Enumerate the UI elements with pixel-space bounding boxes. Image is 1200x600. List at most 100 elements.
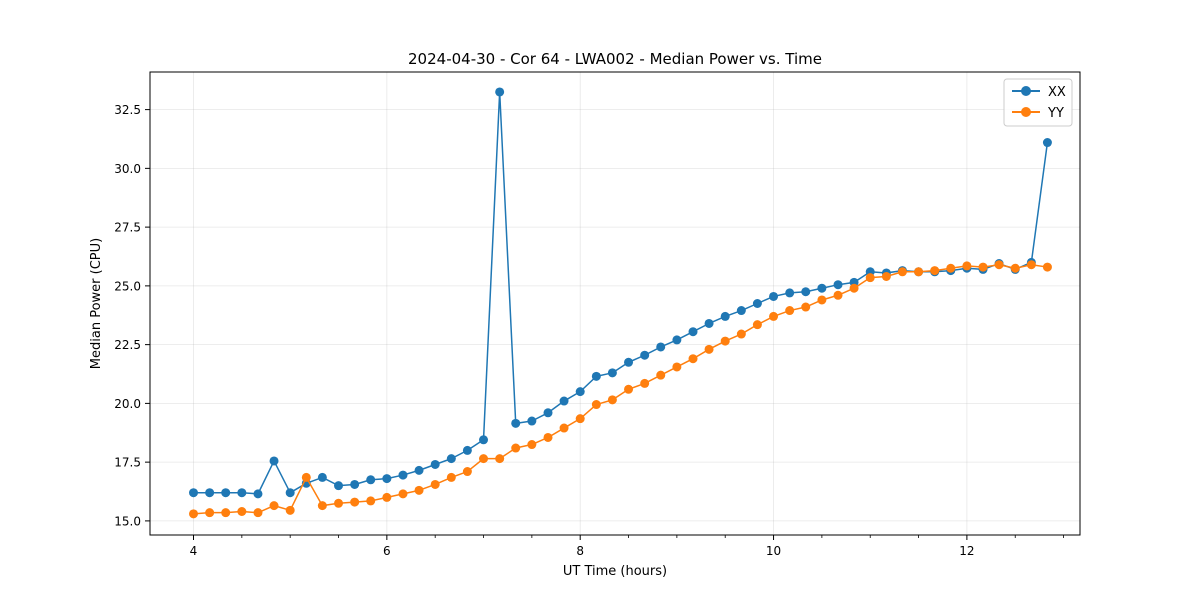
data-point-yy <box>575 414 585 424</box>
data-point-xx <box>479 435 489 445</box>
data-point-yy <box>607 395 617 405</box>
data-point-yy <box>495 454 505 464</box>
data-point-yy <box>462 467 472 477</box>
plot-series <box>189 87 1052 519</box>
y-tick-label: 25.0 <box>114 279 141 293</box>
data-point-yy <box>672 362 682 372</box>
x-tick-label: 6 <box>383 544 391 558</box>
data-point-yy <box>1042 262 1052 272</box>
data-point-xx <box>189 488 198 498</box>
data-point-xx <box>736 306 746 316</box>
data-point-yy <box>366 496 376 506</box>
data-point-yy <box>414 485 424 495</box>
data-point-yy <box>801 302 811 312</box>
data-point-yy <box>511 443 521 453</box>
data-point-yy <box>994 260 1004 270</box>
data-point-yy <box>897 267 907 277</box>
data-point-xx <box>817 283 827 293</box>
legend: XX YY <box>1003 78 1073 127</box>
data-point-xx <box>462 445 472 455</box>
data-point-yy <box>317 501 327 511</box>
data-point-xx <box>205 488 215 498</box>
x-axis-label: UT Time (hours) <box>563 564 667 579</box>
data-point-yy <box>978 262 988 272</box>
plot-frame <box>149 71 1081 536</box>
data-point-yy <box>591 400 601 410</box>
data-point-yy <box>1026 260 1036 270</box>
data-point-yy <box>479 454 489 464</box>
data-point-xx <box>253 489 263 499</box>
data-point-xx <box>624 357 634 367</box>
data-point-yy <box>865 273 875 283</box>
data-point-yy <box>430 479 440 489</box>
data-point-xx <box>543 408 553 418</box>
data-point-yy <box>237 507 247 516</box>
y-tick-label: 20.0 <box>114 397 141 411</box>
x-tick-label: 12 <box>959 544 974 558</box>
data-point-yy <box>881 271 891 281</box>
data-point-yy <box>946 263 956 273</box>
y-tick-label: 27.5 <box>114 221 141 235</box>
data-point-xx <box>704 318 714 328</box>
data-point-xx <box>640 350 650 360</box>
data-point-yy <box>752 320 762 330</box>
data-point-yy <box>543 432 553 442</box>
data-point-yy <box>720 336 730 346</box>
data-point-xx <box>672 335 682 345</box>
data-point-yy <box>1010 263 1020 273</box>
legend-label-yy: YY <box>1047 106 1064 121</box>
data-point-yy <box>640 378 650 388</box>
data-point-xx <box>446 454 456 464</box>
data-point-yy <box>446 472 456 482</box>
grid <box>150 72 1080 535</box>
data-point-xx <box>511 418 521 428</box>
data-point-yy <box>930 266 940 276</box>
data-point-yy <box>704 344 714 354</box>
data-point-yy <box>269 501 279 511</box>
data-point-xx <box>350 479 360 489</box>
data-point-xx <box>720 311 730 321</box>
data-point-xx <box>366 475 376 485</box>
data-point-xx <box>527 416 537 426</box>
data-point-yy <box>817 295 827 305</box>
data-point-yy <box>221 508 231 518</box>
data-point-xx <box>495 87 505 97</box>
data-point-yy <box>688 354 698 364</box>
data-point-xx <box>833 280 843 290</box>
y-tick-label: 32.5 <box>114 103 141 117</box>
y-tick-label: 17.5 <box>114 456 141 470</box>
data-point-yy <box>962 261 972 271</box>
data-point-yy <box>253 508 263 518</box>
chart-title: 2024-04-30 - Cor 64 - LWA002 - Median Po… <box>408 50 822 68</box>
data-point-xx <box>769 291 779 301</box>
y-tick-label: 30.0 <box>114 162 141 176</box>
data-point-yy <box>382 492 392 502</box>
data-point-xx <box>414 465 424 475</box>
x-tick-label: 4 <box>190 544 198 558</box>
series-yy <box>189 260 1052 519</box>
data-point-xx <box>607 368 617 378</box>
data-point-yy <box>350 497 360 507</box>
data-point-yy <box>656 370 666 380</box>
data-point-xx <box>269 456 279 466</box>
data-point-xx <box>1042 138 1052 148</box>
data-point-yy <box>736 329 746 339</box>
legend-marker-yy <box>1021 107 1031 117</box>
data-point-xx <box>221 488 231 498</box>
data-point-yy <box>301 472 311 482</box>
data-point-yy <box>849 283 859 293</box>
data-point-xx <box>801 287 811 297</box>
data-point-xx <box>317 472 327 482</box>
data-point-yy <box>785 306 795 316</box>
data-point-yy <box>559 423 569 433</box>
data-point-yy <box>833 290 843 300</box>
data-point-yy <box>334 498 344 508</box>
data-point-xx <box>285 488 295 498</box>
data-point-xx <box>334 481 344 491</box>
y-tick-label: 22.5 <box>114 338 141 352</box>
x-tick-label: 8 <box>576 544 584 558</box>
data-point-xx <box>688 327 698 337</box>
data-point-yy <box>398 489 408 499</box>
